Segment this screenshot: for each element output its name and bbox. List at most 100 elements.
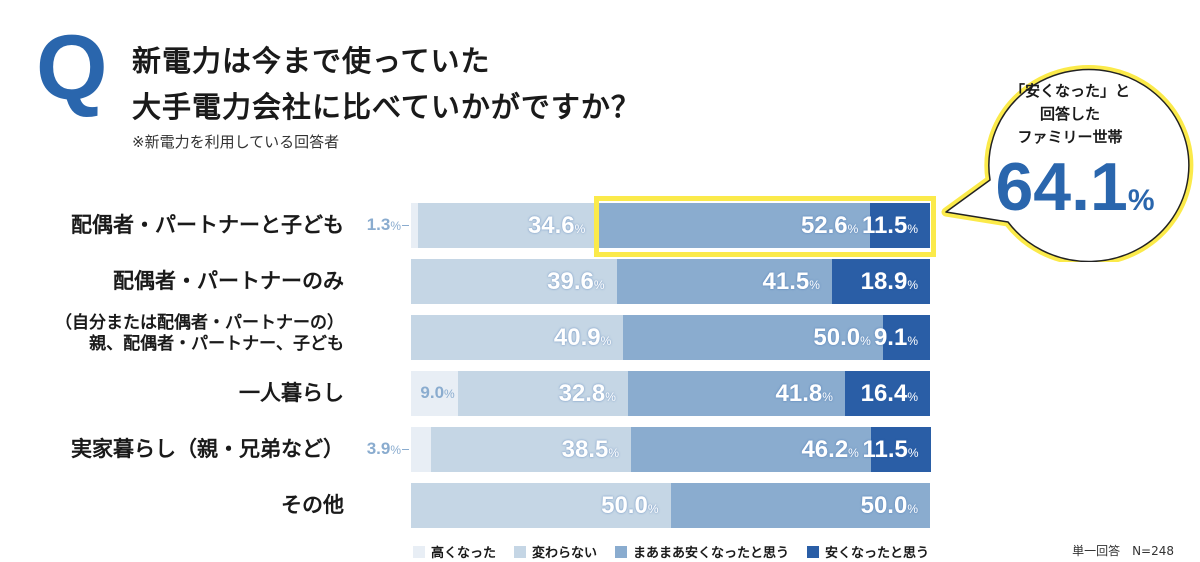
bar-row: 50.0% 50.0%	[411, 483, 930, 528]
sample-size-note: 単一回答 N=248	[1072, 544, 1174, 558]
data-label: 39.6%	[547, 268, 604, 296]
legend-item: 高くなった	[413, 542, 496, 561]
data-value: 50.0	[860, 492, 908, 519]
bar-segment	[411, 203, 418, 248]
question-title-line1: 新電力は今まで使っていた	[132, 44, 491, 78]
bar-segment	[623, 315, 883, 360]
data-value: 40.9	[553, 324, 601, 351]
bar-row: 3.9% 38.5% 46.2% 11.5%	[367, 427, 931, 472]
bar-segment	[411, 483, 671, 528]
leader-line	[402, 449, 409, 450]
bar-segment	[627, 371, 845, 416]
bar-segment	[882, 315, 930, 360]
percent-unit: %	[907, 390, 918, 404]
bar-segment	[411, 259, 617, 304]
data-label: 50.0%	[601, 492, 658, 520]
data-label: 11.5%	[862, 212, 918, 240]
legend: 高くなった 変わらない まあまあ安くなったと思う 安くなったと思う	[413, 542, 929, 561]
data-label: 9.1%	[874, 324, 918, 352]
data-label: 41.5%	[763, 268, 820, 296]
category-label: 配偶者・パートナーのみ	[113, 268, 344, 294]
data-value: 46.2	[801, 436, 849, 463]
data-value: 18.9	[860, 268, 908, 295]
legend-swatch	[413, 545, 425, 558]
data-label: 41.8%	[776, 380, 833, 408]
bar-segment	[597, 203, 871, 248]
data-label: 46.2%	[801, 436, 858, 464]
category-label: （自分または配偶者・パートナーの） 親、配偶者・パートナー、子ども	[55, 313, 344, 356]
data-label: 38.5%	[562, 436, 619, 464]
bar-segment	[631, 427, 871, 472]
category-label-line: 親、配偶者・パートナー、子ども	[89, 334, 344, 355]
data-value: 50.0	[601, 492, 648, 519]
percent-unit: %	[907, 222, 918, 236]
bar-segment	[831, 259, 930, 304]
percent-unit: %	[574, 222, 586, 236]
category-label: 一人暮らし	[239, 380, 344, 406]
percent-unit: %	[848, 446, 859, 460]
highlight-box	[594, 196, 936, 257]
leader-line	[402, 225, 409, 226]
legend-swatch	[807, 545, 820, 558]
callout-line2: 回答した	[1039, 105, 1100, 123]
data-value: 52.6	[800, 212, 848, 239]
bar-segment	[417, 203, 598, 248]
legend-label: 変わらない	[532, 546, 598, 561]
callout-value: 64.1%	[975, 148, 1175, 226]
bar-segment	[411, 427, 432, 472]
bar-segment	[431, 427, 632, 472]
data-value: 38.5	[561, 436, 609, 463]
percent-unit: %	[860, 334, 871, 348]
bar-row: 40.9% 50.0% 9.1%	[411, 315, 930, 360]
bar-segment	[670, 483, 930, 528]
legend-item: まあまあ安くなったと思う	[615, 542, 789, 561]
data-label: 9.0%	[420, 383, 454, 403]
bar-segment	[411, 315, 624, 360]
data-label: 52.6%	[801, 212, 858, 240]
data-label: 50.0%	[861, 492, 918, 520]
data-value: 3.9	[366, 439, 391, 458]
bar-segment	[870, 427, 931, 472]
percent-unit: %	[600, 334, 612, 348]
percent-unit: %	[809, 278, 820, 292]
bar-row: 1.3% 34.6% 52.6% 11.5%	[367, 203, 930, 248]
bar-segment	[616, 259, 832, 304]
data-value: 41.5	[762, 268, 810, 295]
category-label-line: 配偶者・パートナーのみ	[113, 269, 344, 293]
category-label-line: （自分または配偶者・パートナーの）	[55, 313, 344, 333]
category-label-line: 実家暮らし（親・兄弟など）	[71, 437, 344, 461]
bar-segment	[844, 371, 930, 416]
percent-unit: %	[907, 334, 918, 348]
data-value: 11.5	[862, 436, 908, 463]
data-value: 50.0	[813, 324, 861, 351]
respondent-note: ※新電力を利用している回答者	[132, 133, 340, 151]
data-label: 32.8%	[559, 380, 616, 408]
data-label: 11.5%	[862, 436, 918, 464]
bar-segment	[411, 371, 458, 416]
data-value: 16.4	[860, 380, 908, 407]
data-value: 39.6	[547, 268, 594, 295]
q-mark: Q	[36, 17, 108, 119]
percent-unit: %	[608, 446, 620, 460]
percent-unit: %	[444, 387, 455, 401]
bar-row: 39.6% 41.5% 18.9%	[411, 259, 930, 304]
category-label-line: 一人暮らし	[239, 381, 344, 405]
category-label: 配偶者・パートナーと子ども	[71, 212, 344, 238]
percent-unit: %	[647, 502, 659, 516]
callout-bubble	[941, 65, 1194, 262]
category-label: 実家暮らし（親・兄弟など）	[71, 436, 344, 462]
bar-row: 9.0% 32.8% 41.8% 16.4%	[411, 371, 930, 416]
percent-unit: %	[822, 390, 833, 404]
percent-unit: %	[907, 502, 918, 516]
category-label-line: その他	[281, 493, 344, 517]
data-value: 1.3	[366, 215, 391, 234]
data-value: 41.8	[775, 380, 823, 407]
percent-unit: %	[907, 446, 919, 460]
legend-label: 高くなった	[431, 546, 497, 561]
data-label: 50.0%	[813, 324, 870, 352]
data-value: 9.1	[873, 324, 908, 351]
data-value: 9.0	[420, 383, 445, 402]
data-label: 34.6%	[528, 212, 585, 240]
callout-number: 64.1	[995, 149, 1128, 225]
percent-unit: %	[593, 278, 605, 292]
